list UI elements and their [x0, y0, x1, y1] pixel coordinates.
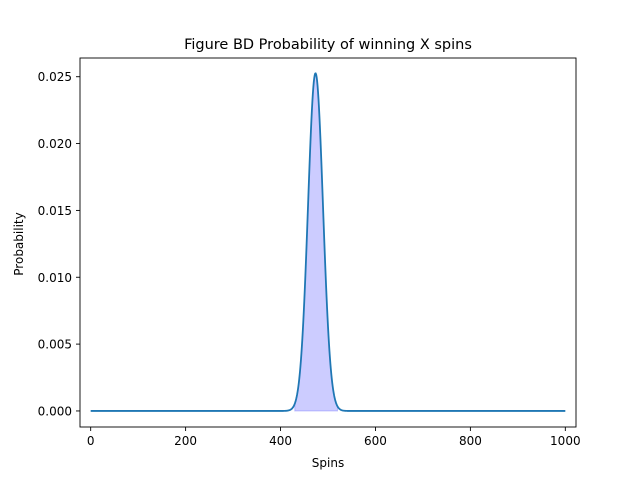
- x-axis-label: Spins: [312, 456, 344, 470]
- y-tick-label: 0.025: [38, 70, 72, 84]
- x-tick-label: 0: [87, 434, 95, 448]
- y-tick-label: 0.010: [38, 271, 72, 285]
- x-tick-label: 600: [364, 434, 387, 448]
- series-line: [90, 72, 566, 412]
- y-tick-label: 0.000: [38, 404, 72, 418]
- x-tick-label: 1000: [550, 434, 581, 448]
- y-axis-label: Probability: [12, 212, 26, 275]
- y-tick-label: 0.005: [38, 338, 72, 352]
- x-tick-label: 200: [174, 434, 197, 448]
- y-tick-label: 0.020: [38, 137, 72, 151]
- y-tick-label: 0.015: [38, 204, 72, 218]
- chart-title: Figure BD Probability of winning X spins: [184, 37, 472, 53]
- x-tick-label: 400: [269, 434, 292, 448]
- x-tick-label: 800: [459, 434, 482, 448]
- plot-area: 0 200 400 600 800 1000 0.000 0.005 0.010 0.015 0.0…: [38, 57, 581, 448]
- axes-frame: [79, 57, 577, 428]
